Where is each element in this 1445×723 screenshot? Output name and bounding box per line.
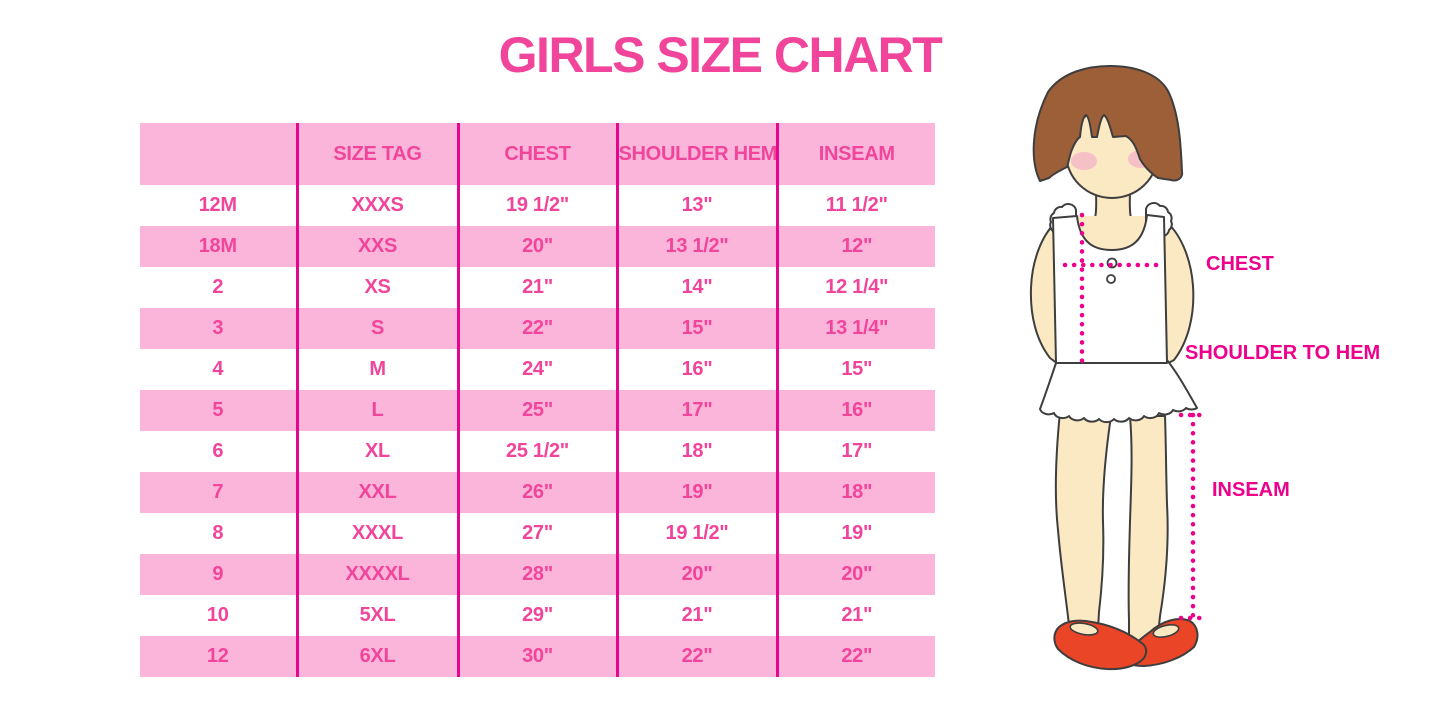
header-cell-size-tag: SIZE TAG bbox=[295, 123, 458, 185]
table-cell: 4 bbox=[212, 358, 224, 380]
table-cell: XXXS bbox=[295, 185, 458, 226]
table-cell: 16" bbox=[775, 390, 935, 431]
shoulder-to-hem-label: SHOULDER TO HEM bbox=[1185, 342, 1381, 364]
table-cell: 21" bbox=[615, 595, 777, 636]
header-cell-blank bbox=[140, 123, 297, 185]
measurement-lines bbox=[1062, 212, 1208, 621]
size-table-body: 12M XXXS 19 1/2" 13" 11 1/2" 18M XXS 20" 13 1/2"… bbox=[140, 185, 935, 677]
table-cell: 8 bbox=[212, 522, 224, 544]
table-cell: 20" bbox=[775, 554, 935, 595]
table-cell: 20" bbox=[456, 226, 617, 267]
table-cell: XL bbox=[295, 431, 458, 472]
blush-left bbox=[1071, 152, 1097, 170]
table-cell: 26" bbox=[456, 472, 617, 513]
table-cell: 5XL bbox=[295, 595, 458, 636]
table-cell: 11 1/2" bbox=[775, 185, 935, 226]
table-cell: 22" bbox=[615, 636, 777, 677]
table-cell: 22" bbox=[775, 636, 935, 677]
table-cell: 22" bbox=[456, 308, 617, 349]
table-row: 8 XXXL 27" 19 1/2" 19" bbox=[140, 513, 935, 554]
page-title: GIRLS SIZE CHART bbox=[498, 27, 943, 83]
inseam-label: INSEAM bbox=[1212, 479, 1290, 501]
table-row: 7 XXL 26" 19" 18" bbox=[140, 472, 935, 513]
girl-shoes bbox=[1053, 618, 1199, 671]
table-cell: 13 1/2" bbox=[615, 226, 777, 267]
table-cell: 12M bbox=[198, 194, 237, 216]
table-cell: 20" bbox=[615, 554, 777, 595]
table-cell: 12 1/4" bbox=[775, 267, 935, 308]
table-cell: 18" bbox=[775, 472, 935, 513]
table-cell: 18M bbox=[198, 235, 237, 257]
girl-figure-illustration bbox=[1029, 65, 1208, 671]
table-cell: S bbox=[295, 308, 458, 349]
table-cell: 6XL bbox=[295, 636, 458, 677]
table-cell: 28" bbox=[456, 554, 617, 595]
table-cell: 17" bbox=[775, 431, 935, 472]
table-cell: 30" bbox=[456, 636, 617, 677]
table-cell: 25 1/2" bbox=[456, 431, 617, 472]
table-cell: XXL bbox=[295, 472, 458, 513]
table-cell: 24" bbox=[456, 349, 617, 390]
table-cell: 9 bbox=[212, 563, 224, 585]
table-row: 18M XXS 20" 13 1/2" 12" bbox=[140, 226, 935, 267]
chest-label: CHEST bbox=[1206, 253, 1274, 275]
table-row: 12M XXXS 19 1/2" 13" 11 1/2" bbox=[140, 185, 935, 226]
table-cell: 17" bbox=[615, 390, 777, 431]
header-row: SIZE TAG CHEST SHOULDER HEM INSEAM bbox=[140, 123, 935, 185]
girl-top-buttons bbox=[1106, 257, 1118, 284]
girl-hair bbox=[1032, 65, 1184, 182]
girl-arms bbox=[1029, 219, 1195, 367]
table-cell: 29" bbox=[456, 595, 617, 636]
table-cell: 7 bbox=[212, 481, 224, 503]
table-cell: 19" bbox=[615, 472, 777, 513]
table-cell: M bbox=[295, 349, 458, 390]
table-cell: 27" bbox=[456, 513, 617, 554]
table-cell: 25" bbox=[456, 390, 617, 431]
size-table-header: SIZE TAG CHEST SHOULDER HEM INSEAM bbox=[140, 123, 935, 185]
table-cell: 18" bbox=[615, 431, 777, 472]
table-cell: XXXXL bbox=[295, 554, 458, 595]
table-cell: 15" bbox=[775, 349, 935, 390]
girl-skirt bbox=[1039, 359, 1198, 424]
girls-size-table: SIZE TAG CHEST SHOULDER HEM INSEAM 12M XX… bbox=[140, 123, 935, 677]
table-cell: 5 bbox=[212, 399, 224, 421]
table-row: 9 XXXXL 28" 20" 20" bbox=[140, 554, 935, 595]
table-row: 12 6XL 30" 22" 22" bbox=[140, 636, 935, 677]
table-cell: 10 bbox=[206, 604, 229, 626]
table-cell: 15" bbox=[615, 308, 777, 349]
table-cell: 12 bbox=[206, 645, 229, 667]
table-cell: 19 1/2" bbox=[615, 513, 777, 554]
table-cell: 2 bbox=[212, 276, 224, 298]
table-row: 2 XS 21" 14" 12 1/4" bbox=[140, 267, 935, 308]
header-cell-inseam: INSEAM bbox=[775, 123, 935, 185]
table-cell: 21" bbox=[775, 595, 935, 636]
header-cell-shoulder-hem: SHOULDER HEM bbox=[615, 123, 777, 185]
table-cell: 16" bbox=[615, 349, 777, 390]
table-row: 4 M 24" 16" 15" bbox=[140, 349, 935, 390]
table-cell: 19" bbox=[775, 513, 935, 554]
table-cell: XXS bbox=[295, 226, 458, 267]
table-cell: 3 bbox=[212, 317, 224, 339]
table-cell: 14" bbox=[615, 267, 777, 308]
table-row: 10 5XL 29" 21" 21" bbox=[140, 595, 935, 636]
table-cell: 21" bbox=[456, 267, 617, 308]
table-cell: XS bbox=[295, 267, 458, 308]
table-cell: 13 1/4" bbox=[775, 308, 935, 349]
table-cell: L bbox=[295, 390, 458, 431]
girl-legs bbox=[1054, 411, 1169, 647]
table-cell: 13" bbox=[615, 185, 777, 226]
table-row: 5 L 25" 17" 16" bbox=[140, 390, 935, 431]
table-row: 6 XL 25 1/2" 18" 17" bbox=[140, 431, 935, 472]
table-row: 3 S 22" 15" 13 1/4" bbox=[140, 308, 935, 349]
table-cell: 12" bbox=[775, 226, 935, 267]
table-cell: 19 1/2" bbox=[456, 185, 617, 226]
table-cell: XXXL bbox=[295, 513, 458, 554]
table-cell: 6 bbox=[212, 440, 224, 462]
header-cell-chest: CHEST bbox=[456, 123, 617, 185]
